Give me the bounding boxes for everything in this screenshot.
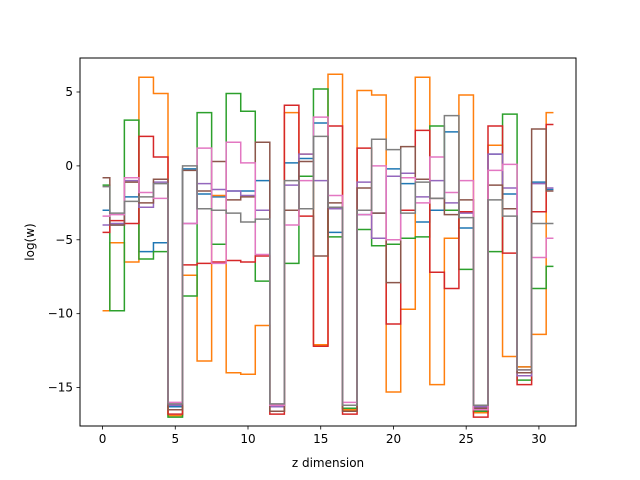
series-line-6	[102, 128, 554, 412]
y-tick-label: −15	[48, 381, 73, 395]
series-layer	[102, 73, 554, 418]
plot-frame	[79, 57, 577, 427]
x-axis: 0 5 10 15 20 25 30	[99, 426, 547, 446]
x-tick-label: 30	[531, 432, 546, 446]
x-tick-label: 20	[386, 432, 401, 446]
x-tick-label: 10	[240, 432, 255, 446]
y-tick-label: 5	[65, 85, 73, 99]
x-tick-label: 15	[313, 432, 328, 446]
y-axis: −15 −10 −5 0 5	[48, 85, 80, 395]
x-tick-label: 0	[99, 432, 107, 446]
x-tick-label: 25	[459, 432, 474, 446]
y-tick-label: 0	[65, 159, 73, 173]
y-tick-label: −10	[48, 307, 73, 321]
y-axis-label: log(w)	[23, 223, 37, 260]
series-line-8	[102, 114, 554, 407]
y-tick-label: −5	[55, 233, 73, 247]
x-tick-label: 5	[171, 432, 179, 446]
x-axis-label: z dimension	[292, 456, 364, 470]
